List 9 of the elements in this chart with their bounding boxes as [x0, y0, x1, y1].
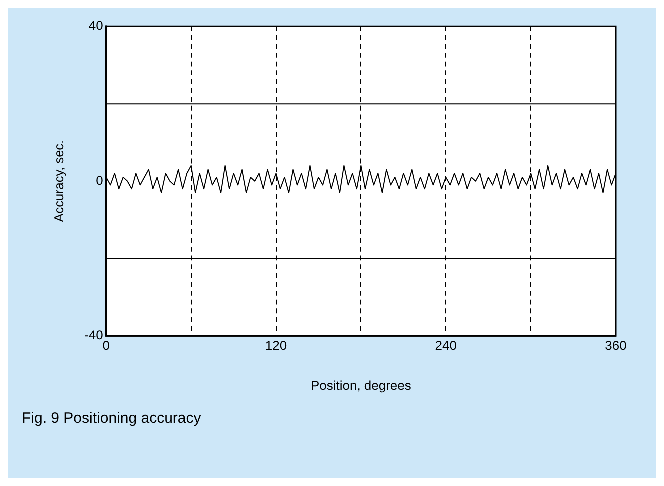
y-tick-label: 40 [88, 18, 104, 34]
y-tick-label: -40 [84, 328, 104, 343]
y-axis-title: Accuracy, sec. [51, 140, 66, 222]
caption: Fig. 9 Positioning accuracy [22, 410, 202, 427]
x-tick-label: 240 [435, 338, 457, 354]
x-axis-title: Position, degrees [310, 378, 412, 393]
x-tick-label: 120 [265, 338, 288, 354]
y-tick-label: 0 [96, 172, 104, 188]
x-tick-label: 360 [605, 338, 627, 354]
